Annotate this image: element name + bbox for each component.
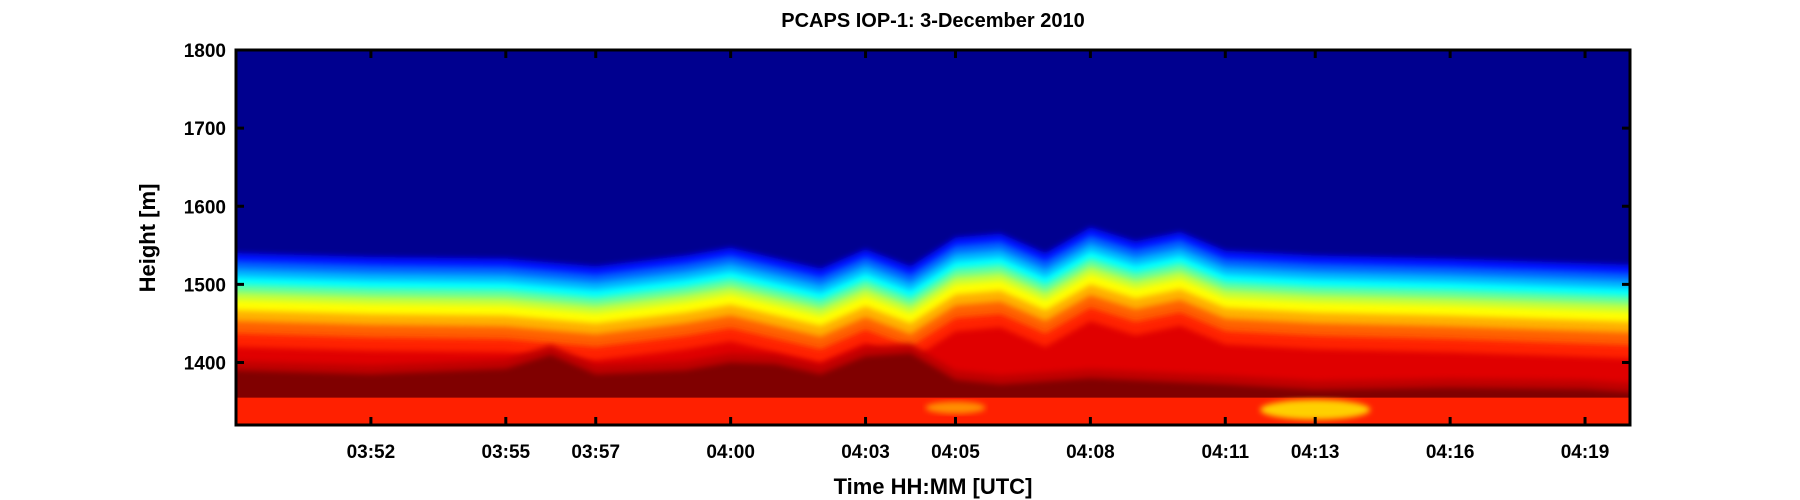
x-tick-label-4: 04:03 bbox=[841, 442, 890, 463]
x-tick-label-5: 04:05 bbox=[931, 442, 980, 463]
heatmap-surface-highlight bbox=[1260, 399, 1371, 420]
x-tick-label-7: 04:11 bbox=[1202, 442, 1250, 463]
y-tick-label-2: 1600 bbox=[184, 197, 226, 218]
x-axis-label: Time HH:MM [UTC] bbox=[834, 474, 1033, 499]
x-tick-label-1: 03:55 bbox=[482, 442, 531, 463]
axes: 03:52 03:55 03:57 04:00 04:03 04:05 04:08 04:11… bbox=[184, 41, 1632, 463]
y-tick-label-3: 1700 bbox=[184, 119, 226, 140]
y-tick-label-0: 1400 bbox=[184, 354, 226, 375]
heatmap-surface-highlight-2 bbox=[925, 401, 986, 414]
y-tick-label-4: 1800 bbox=[184, 41, 226, 62]
plot-area bbox=[236, 50, 1630, 425]
y-tick-label-1: 1500 bbox=[184, 275, 226, 296]
plot-frame bbox=[234, 48, 1632, 427]
x-tick-label-0: 03:52 bbox=[347, 442, 396, 463]
y-axis-label: Height [m] bbox=[135, 184, 160, 293]
x-tick-label-8: 04:13 bbox=[1291, 442, 1340, 463]
x-tick-label-9: 04:16 bbox=[1426, 442, 1475, 463]
x-tick-label-3: 04:00 bbox=[706, 442, 755, 463]
x-tick-label-10: 04:19 bbox=[1561, 442, 1610, 463]
x-tick-label-6: 04:08 bbox=[1066, 442, 1115, 463]
x-tick-label-2: 03:57 bbox=[571, 442, 620, 463]
chart-title: PCAPS IOP-1: 3-December 2010 bbox=[781, 10, 1084, 32]
